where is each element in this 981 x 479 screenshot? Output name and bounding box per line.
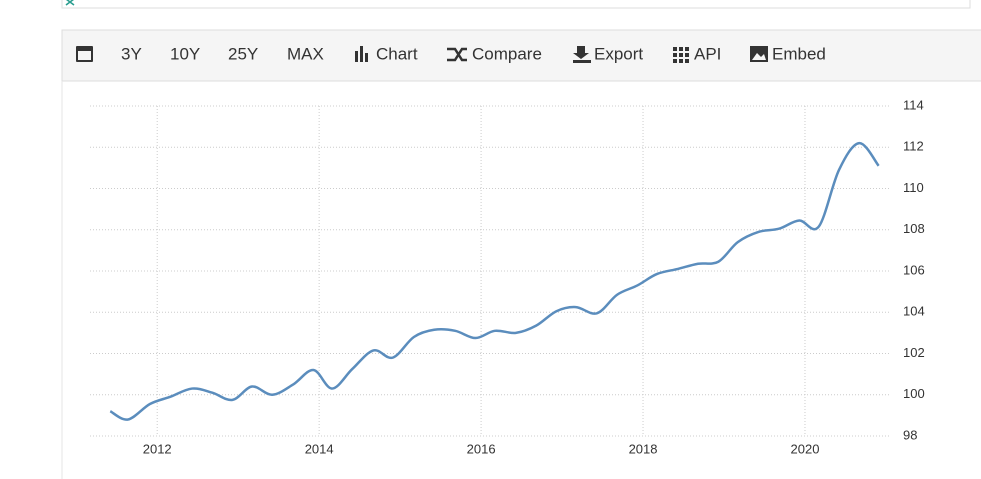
- chart-icon-bar: [360, 46, 363, 62]
- y-tick-label: 110: [903, 180, 924, 195]
- top-box: [61, 0, 971, 9]
- close-icon[interactable]: [65, 0, 75, 6]
- embed-icon-picture: [752, 53, 766, 60]
- y-tick-label: 102: [903, 345, 925, 360]
- toolbar-button[interactable]: Embed: [772, 44, 826, 63]
- toolbar-button[interactable]: 25Y: [228, 44, 258, 63]
- api-icon[interactable]: [673, 47, 689, 63]
- chart-icon[interactable]: [355, 51, 358, 62]
- y-tick-label: 114: [903, 97, 924, 112]
- toolbar-button[interactable]: Export: [594, 44, 643, 63]
- chart-icon-bar: [365, 53, 368, 62]
- data-line: [109, 141, 880, 421]
- toolbar-button[interactable]: 3Y: [121, 44, 142, 63]
- y-tick-label: 98: [903, 427, 917, 442]
- y-tick-label: 106: [903, 262, 925, 277]
- y-tick-label: 100: [903, 386, 925, 401]
- toolbar: [61, 29, 981, 82]
- plot: 98 100 102 104 106 108 110 112 114 2012 2014 2016 20…: [90, 97, 925, 456]
- export-icon[interactable]: [573, 46, 591, 63]
- toolbar-button[interactable]: Compare: [472, 44, 542, 63]
- compare-icon[interactable]: [447, 47, 467, 62]
- toolbar-button[interactable]: API: [694, 44, 721, 63]
- toolbar-button[interactable]: MAX: [287, 44, 324, 63]
- y-tick-label: 112: [903, 139, 924, 154]
- x-tick-label: 2020: [791, 441, 820, 456]
- x-tick-label: 2018: [629, 441, 658, 456]
- x-tick-label: 2014: [305, 441, 334, 456]
- x-tick-label: 2016: [467, 441, 496, 456]
- x-tick-label: 2012: [143, 441, 172, 456]
- y-tick-label: 104: [903, 304, 925, 319]
- calendar-face: [78, 51, 91, 60]
- y-tick-label: 108: [903, 221, 925, 236]
- toolbar-icons: [76, 46, 768, 63]
- toolbar-button[interactable]: Chart: [376, 44, 418, 63]
- toolbar-button[interactable]: 10Y: [170, 44, 200, 63]
- toolbar-labels: 3Y 10Y 25Y MAX Chart Compare Export API Embed: [121, 44, 826, 63]
